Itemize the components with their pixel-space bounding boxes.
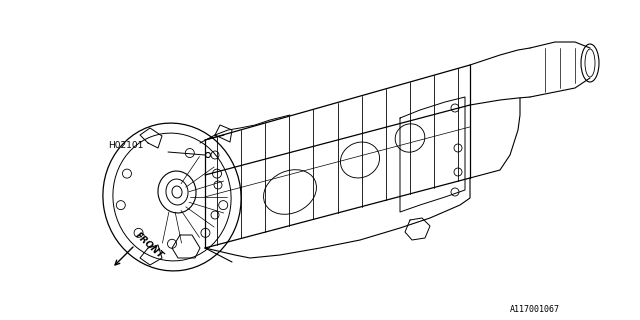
- Text: H02101: H02101: [108, 141, 143, 150]
- Text: A117001067: A117001067: [510, 305, 560, 314]
- Text: FRONT: FRONT: [133, 230, 164, 260]
